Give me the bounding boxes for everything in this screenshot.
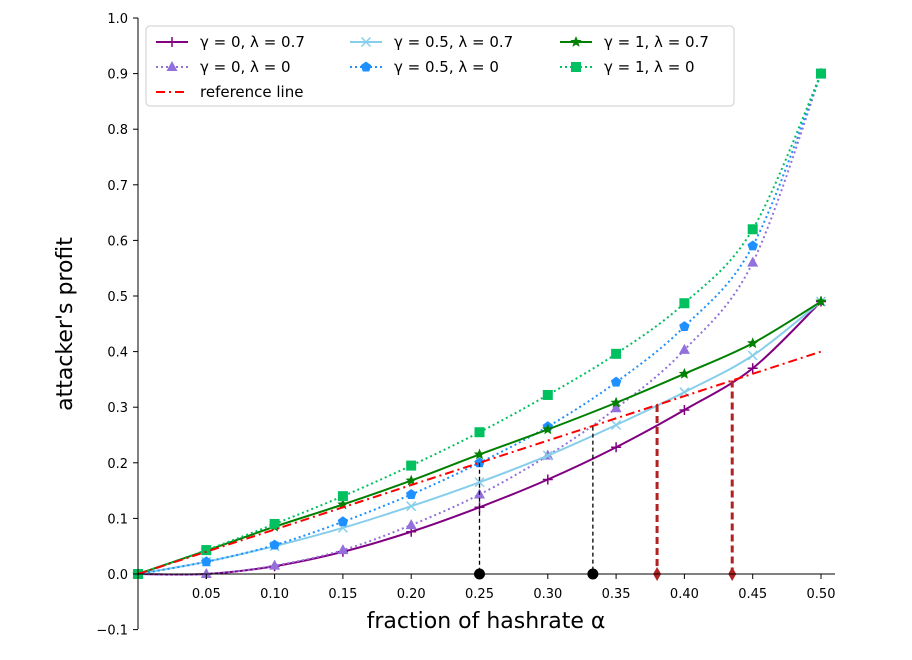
legend-label-4: γ = 0.5, λ = 0 — [394, 58, 499, 76]
data-point-s1-2 — [269, 559, 281, 570]
data-point-s3-8 — [679, 321, 690, 332]
data-point-s4-4 — [405, 474, 417, 486]
x-tick-label-1: 0.10 — [260, 587, 289, 602]
data-point-s3-9 — [747, 240, 758, 251]
data-point-s0-7 — [611, 442, 622, 453]
x-tick-label-2: 0.15 — [328, 587, 357, 602]
data-point-s4-5 — [473, 448, 486, 460]
data-point-s4-10 — [815, 295, 827, 307]
y-tick-label-3: 0.2 — [107, 457, 128, 472]
data-point-s3-1 — [201, 556, 212, 567]
axes-layer — [137, 18, 835, 629]
y-tick-label-7: 0.6 — [107, 234, 128, 249]
vertical-markers-layer — [474, 380, 737, 581]
data-point-s2-6 — [542, 450, 553, 461]
x-tick-label-4: 0.25 — [465, 587, 494, 602]
data-point-s2-4 — [406, 501, 417, 512]
data-point-s1-4 — [405, 519, 417, 530]
data-point-s0-6 — [542, 474, 553, 485]
series-line-5 — [137, 73, 822, 575]
x-tick-label-0: 0.05 — [192, 587, 221, 602]
data-point-s5-5 — [474, 427, 485, 438]
x-tick-label-3: 0.20 — [397, 587, 426, 602]
data-point-s5-1 — [201, 545, 212, 556]
legend-label-5: γ = 1, λ = 0.7 — [604, 33, 709, 51]
y-tick-label-2: 0.1 — [107, 512, 128, 527]
series-line-3 — [137, 73, 822, 575]
data-point-s1-7 — [610, 402, 622, 413]
data-point-s4-3 — [337, 498, 349, 510]
x-tick-label-7: 0.40 — [670, 587, 699, 602]
data-point-s3-5 — [474, 457, 485, 468]
legend-label-3: γ = 0.5, λ = 0.7 — [394, 33, 513, 51]
data-point-s5-6 — [542, 389, 553, 400]
data-point-s1-8 — [678, 343, 690, 354]
data-point-s4-7 — [610, 396, 622, 408]
data-point-s5-2 — [269, 518, 280, 529]
data-point-s5-7 — [611, 348, 622, 359]
legend-label-6: γ = 1, λ = 0 — [604, 58, 695, 76]
y-tick-label-1: 0.0 — [107, 568, 128, 583]
x-tick-label-9: 0.50 — [807, 587, 836, 602]
legend-label-1: γ = 0, λ = 0 — [200, 58, 291, 76]
data-point-s4-9 — [746, 337, 759, 349]
x-axis-title: fraction of hashrate α — [367, 609, 606, 634]
legend-marker-4 — [360, 61, 372, 72]
legend-marker-5 — [570, 36, 582, 47]
legend: γ = 0, λ = 0.7 γ = 0, λ = 0 reference line… — [145, 25, 735, 107]
legend-marker-0 — [167, 37, 177, 47]
data-point-s1-9 — [747, 256, 759, 267]
x-tick-label-8: 0.45 — [738, 587, 767, 602]
y-tick-label-10: 0.9 — [107, 68, 128, 83]
data-point-s1-1 — [200, 568, 212, 578]
y-tick-label-6: 0.5 — [107, 290, 128, 305]
legend-marker-3 — [360, 36, 372, 48]
data-point-s0-9 — [747, 363, 758, 374]
data-point-s0-8 — [679, 404, 690, 415]
data-point-s3-3 — [337, 516, 349, 527]
y-tick-label-4: 0.3 — [107, 401, 128, 416]
legend-marker-1 — [166, 61, 178, 71]
y-tick-label-8: 0.7 — [107, 179, 128, 194]
y-tick-label-9: 0.8 — [107, 123, 128, 138]
data-point-s4-8 — [678, 367, 691, 379]
y-axis-title: attacker's profit — [53, 237, 78, 411]
legend-box — [145, 25, 735, 107]
y-tick-label-11: 1.0 — [107, 12, 128, 27]
x-tick-label-6: 0.35 — [602, 587, 631, 602]
legend-marker-6 — [571, 62, 581, 72]
data-point-s5-8 — [679, 298, 690, 309]
y-tick-label-5: 0.4 — [107, 346, 128, 361]
data-point-s5-3 — [337, 491, 348, 502]
data-point-s3-2 — [269, 539, 280, 550]
x-tick-label-5: 0.30 — [533, 587, 562, 602]
series-line-6 — [137, 350, 822, 575]
y-tick-label-0: −0.1 — [96, 624, 128, 639]
series-layer — [132, 67, 827, 580]
legend-label-0: γ = 0, λ = 0.7 — [200, 33, 305, 51]
data-point-s2-5 — [474, 477, 485, 488]
data-point-s1-3 — [337, 544, 349, 555]
data-point-s2-9 — [747, 350, 758, 361]
data-point-s4-6 — [542, 423, 554, 435]
data-point-s5-4 — [406, 460, 417, 471]
legend-label-2: reference line — [200, 83, 303, 101]
ticks-layer: 0.05 0.10 0.15 0.20 0.25 0.30 0.35 0.40 0.45 0.50… — [96, 12, 835, 639]
data-point-s3-7 — [610, 376, 622, 387]
data-point-s5-10 — [816, 68, 826, 79]
data-point-s2-7 — [611, 419, 622, 431]
data-point-s3-4 — [405, 488, 417, 499]
data-point-s5-9 — [747, 224, 758, 235]
